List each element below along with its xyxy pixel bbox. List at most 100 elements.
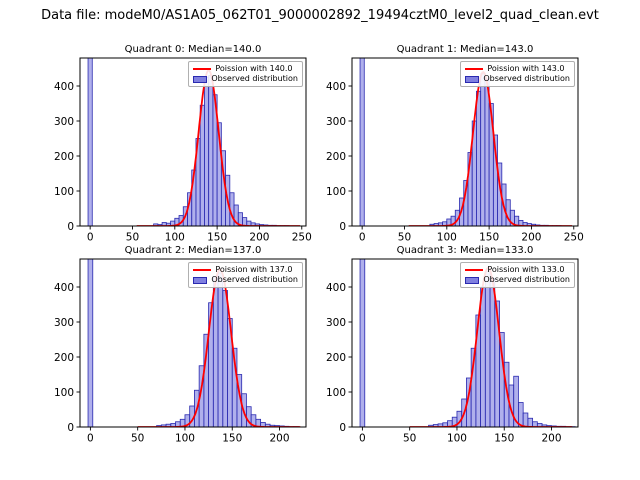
legend-poisson-label: Poission with 137.0 bbox=[215, 265, 293, 274]
y-tick-label: 200 bbox=[326, 352, 346, 364]
x-tick-label: 0 bbox=[87, 433, 94, 445]
x-tick-label: 0 bbox=[359, 232, 366, 244]
legend-poisson-label: Poission with 140.0 bbox=[215, 64, 293, 73]
histogram-bar bbox=[359, 58, 365, 226]
legend-poisson-entry: Poission with 143.0 bbox=[465, 64, 570, 74]
observed-patch-swatch bbox=[193, 75, 208, 83]
x-tick-label: 150 bbox=[207, 232, 227, 244]
y-tick-label: 100 bbox=[326, 387, 346, 399]
x-tick-label: 0 bbox=[359, 433, 366, 445]
y-tick-label: 0 bbox=[339, 221, 346, 233]
x-tick-label: 250 bbox=[292, 232, 312, 244]
legend-observed-label: Observed distribution bbox=[483, 275, 570, 284]
y-tick-label: 400 bbox=[54, 81, 74, 93]
legend-observed-entry: Observed distribution bbox=[465, 275, 570, 285]
x-tick-label: 200 bbox=[269, 433, 289, 445]
y-tick-label: 400 bbox=[326, 282, 346, 294]
legend-poisson-label: Poission with 143.0 bbox=[487, 64, 565, 73]
histogram-bar bbox=[484, 78, 490, 226]
histogram-bar bbox=[222, 290, 228, 427]
y-tick-label: 400 bbox=[326, 81, 346, 93]
histogram-bar bbox=[513, 375, 519, 427]
figure-title: Data file: modeM0/AS1A05_062T01_90000028… bbox=[41, 8, 599, 23]
subplot-title: Quadrant 0: Median=140.0 bbox=[124, 44, 262, 55]
x-axis-ticks: 0 50 100 150 200 250 bbox=[359, 226, 584, 244]
legend: Poission with 137.0 Observed distributio… bbox=[188, 262, 303, 288]
histogram-bar bbox=[527, 417, 534, 427]
x-axis-ticks: 0 50 100 150 200 250 bbox=[87, 226, 312, 244]
histogram-bar bbox=[480, 286, 486, 427]
y-tick-label: 300 bbox=[326, 317, 346, 329]
x-tick-label: 200 bbox=[521, 232, 541, 244]
legend-observed-entry: Observed distribution bbox=[465, 74, 570, 84]
axes-frame bbox=[351, 57, 579, 227]
legend-observed-label: Observed distribution bbox=[211, 74, 298, 83]
legend-observed-label: Observed distribution bbox=[483, 74, 570, 83]
subplot-quadrant-2: Quadrant 2: Median=137.0 0 50 100 150 200 0 10… bbox=[30, 245, 330, 455]
x-tick-label: 50 bbox=[126, 232, 139, 244]
legend-observed-entry: Observed distribution bbox=[193, 275, 298, 285]
legend-poisson-entry: Poission with 133.0 bbox=[465, 265, 570, 275]
axes-frame bbox=[79, 57, 307, 227]
poisson-line-swatch bbox=[465, 269, 484, 271]
x-tick-label: 100 bbox=[175, 433, 195, 445]
x-axis-ticks: 0 50 100 150 200 bbox=[359, 427, 562, 445]
legend: Poission with 133.0 Observed distributio… bbox=[460, 262, 575, 288]
x-tick-label: 100 bbox=[437, 232, 457, 244]
y-tick-label: 0 bbox=[67, 221, 74, 233]
x-tick-label: 250 bbox=[564, 232, 584, 244]
x-tick-label: 200 bbox=[249, 232, 269, 244]
y-axis-ticks: 0 100 200 300 400 bbox=[54, 81, 80, 233]
x-tick-label: 50 bbox=[398, 232, 411, 244]
subplot-title: Quadrant 2: Median=137.0 bbox=[124, 245, 262, 256]
subplot-quadrant-0: Quadrant 0: Median=140.0 0 50 100 150 200 250… bbox=[30, 44, 330, 254]
y-axis-ticks: 0 100 200 300 400 bbox=[326, 81, 352, 233]
x-tick-label: 200 bbox=[541, 433, 561, 445]
histogram-bar bbox=[359, 259, 366, 427]
observed-patch-swatch bbox=[465, 276, 480, 284]
histogram-bar bbox=[199, 104, 205, 226]
y-tick-label: 100 bbox=[54, 387, 74, 399]
poisson-fit-curve bbox=[408, 70, 573, 226]
y-tick-label: 300 bbox=[54, 317, 74, 329]
histogram-bar bbox=[480, 73, 486, 226]
poisson-line-swatch bbox=[465, 68, 484, 70]
y-tick-label: 300 bbox=[326, 116, 346, 128]
y-tick-label: 300 bbox=[54, 116, 74, 128]
y-tick-label: 0 bbox=[339, 422, 346, 434]
histogram-bars bbox=[359, 58, 562, 226]
subplot-title: Quadrant 3: Median=133.0 bbox=[396, 245, 534, 256]
poisson-line-swatch bbox=[193, 269, 212, 271]
y-tick-label: 0 bbox=[67, 422, 74, 434]
observed-patch-swatch bbox=[465, 75, 480, 83]
axes-frame bbox=[79, 258, 307, 428]
x-tick-label: 150 bbox=[494, 433, 514, 445]
histogram-bar bbox=[484, 270, 491, 427]
histogram-bar bbox=[208, 75, 214, 226]
subplot-quadrant-1: Quadrant 1: Median=143.0 0 50 100 150 200 250… bbox=[302, 44, 602, 254]
observed-patch-swatch bbox=[193, 276, 208, 284]
subplot-title: Quadrant 1: Median=143.0 bbox=[396, 44, 534, 55]
y-axis-ticks: 0 100 200 300 400 bbox=[54, 282, 80, 434]
legend-observed-label: Observed distribution bbox=[211, 275, 298, 284]
axes-frame bbox=[351, 258, 579, 428]
x-tick-label: 100 bbox=[447, 433, 467, 445]
legend-poisson-entry: Poission with 140.0 bbox=[193, 64, 298, 74]
legend: Poission with 140.0 Observed distributio… bbox=[188, 61, 303, 87]
poisson-fit-curve bbox=[136, 69, 301, 226]
histogram-bar bbox=[476, 90, 482, 226]
y-tick-label: 200 bbox=[54, 352, 74, 364]
histogram-bar bbox=[212, 276, 219, 427]
y-tick-label: 200 bbox=[326, 151, 346, 163]
legend: Poission with 143.0 Observed distributio… bbox=[460, 61, 575, 87]
x-axis-ticks: 0 50 100 150 200 bbox=[87, 427, 290, 445]
histogram-bar bbox=[217, 272, 224, 427]
y-tick-label: 100 bbox=[54, 186, 74, 198]
y-tick-label: 400 bbox=[54, 282, 74, 294]
subplot-quadrant-3: Quadrant 3: Median=133.0 0 50 100 150 200 0 10… bbox=[302, 245, 602, 455]
y-tick-label: 200 bbox=[54, 151, 74, 163]
x-tick-label: 100 bbox=[165, 232, 185, 244]
poisson-line-swatch bbox=[193, 68, 212, 70]
legend-poisson-entry: Poission with 137.0 bbox=[193, 265, 298, 275]
x-tick-label: 50 bbox=[131, 433, 144, 445]
